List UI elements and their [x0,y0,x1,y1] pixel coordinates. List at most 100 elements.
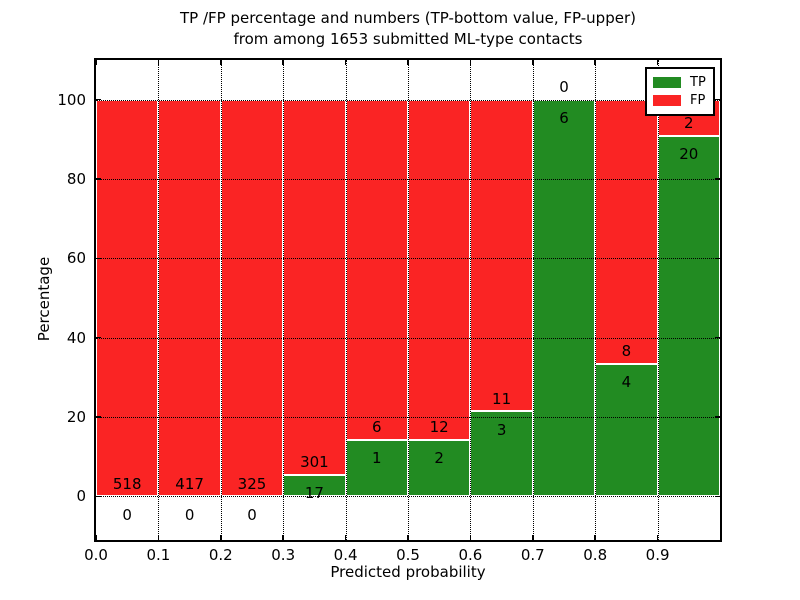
x-tick-top [469,60,472,65]
fp-bar-segment [408,99,471,440]
x-tick-top [95,60,97,65]
tp-legend-swatch-icon [653,76,681,88]
chart-title-line1: TP /FP percentage and numbers (TP-bottom… [180,9,636,27]
x-tick-label: 0.4 [333,546,358,564]
fp-count-label: 0 [559,77,569,96]
y-tick-label: 60 [66,249,86,268]
y-tick-label: 40 [66,328,86,347]
x-gridline [595,60,597,540]
x-tick-bottom [95,535,97,540]
chart-title: TP /FP percentage and numbers (TP-bottom… [96,8,720,50]
y-tick-left [96,98,101,101]
y-axis-label: Percentage [35,256,53,342]
x-tick-top [220,60,222,65]
chart-title-line2: from among 1653 submitted ML-type contac… [233,30,583,48]
tp-count-label: 0 [247,505,257,524]
tp-bar-segment [657,135,720,497]
tp-bar-segment [470,411,533,497]
fp-bar-segment [595,99,658,365]
legend-item-label: FP [690,92,706,108]
legend-item: TP [653,73,707,91]
tp-count-label: 17 [304,484,324,503]
tp-bar-segment [532,99,596,497]
x-tick-label: 0.8 [583,546,608,564]
x-tick-top [157,60,160,65]
y-tick-right [715,257,720,260]
x-tick-bottom [407,535,409,540]
tp-count-label: 0 [184,505,195,524]
x-tick-label: 0.5 [396,546,420,564]
x-gridline [657,60,659,540]
fp-bar-segment [158,99,221,497]
fp-count-label: 12 [429,417,449,436]
fp-count-label: 417 [175,474,204,493]
fp-count-label: 2 [684,114,694,133]
y-tick-label: 100 [57,90,86,109]
x-tick-bottom [344,535,347,540]
x-gridline [408,60,409,540]
tp-count-label: 20 [679,144,699,163]
x-tick-bottom [469,535,472,540]
fp-count-label: 6 [372,417,382,436]
tp-count-label: 6 [559,108,569,127]
x-gridline [470,60,472,540]
y-tick-left [96,257,101,260]
y-tick-label: 20 [66,408,86,427]
x-tick-bottom [532,535,534,540]
x-gridline [283,60,285,540]
x-tick-bottom [594,535,596,540]
x-tick-top [532,60,534,65]
y-tick-right [715,495,720,498]
x-tick-bottom [157,535,160,540]
x-tick-label: 0.0 [84,546,108,564]
x-axis-label: Predicted probability [330,563,486,581]
y-tick-label: 0 [76,487,86,506]
y-tick-left [96,178,101,180]
x-tick-label: 0.2 [208,546,233,564]
y-tick-right [715,336,720,339]
fp-count-label: 518 [112,474,142,493]
x-tick-bottom [656,535,659,540]
fp-bar-segment [470,99,533,412]
fp-legend-swatch-icon [653,94,681,106]
x-tick-bottom [220,535,222,540]
x-tick-top [407,60,409,65]
x-tick-top [594,60,596,65]
fp-bar-segment [345,99,408,440]
fp-bar-segment [220,99,284,497]
y-tick-right [715,98,720,101]
tp-count-label: 3 [496,420,507,439]
x-tick-top [282,60,284,65]
legend-item: FP [653,91,707,109]
fp-count-label: 8 [621,342,632,361]
tp-bar-segment [408,439,471,497]
fp-count-label: 325 [237,474,267,493]
tp-count-label: 1 [372,448,382,467]
tp-bar-segment [595,364,658,497]
legend: TP FP [645,67,715,116]
x-tick-label: 0.3 [271,546,296,564]
y-tick-left [96,336,101,339]
fp-count-label: 301 [300,453,329,472]
x-gridline [220,60,222,540]
x-tick-top [656,60,659,65]
tp-count-label: 2 [434,448,444,467]
x-gridline [532,60,534,540]
x-tick-label: 0.6 [458,546,483,564]
x-tick-label: 0.1 [146,546,171,564]
x-tick-bottom [282,535,284,540]
y-tick-left [96,416,101,418]
y-tick-label: 80 [66,170,86,188]
fp-bar-segment [96,99,159,497]
plot-area: 518 0 417 0 325 0 301 17 6 1 12 2 11 3 0 6 8 4 2 20 0 20 40 60 8… [57,58,722,564]
legend-item-label: TP [690,74,706,90]
x-tick-label: 0.7 [520,546,545,564]
tp-count-label: 4 [621,373,632,392]
x-gridline [345,60,347,540]
fp-bar-segment [283,99,346,476]
y-tick-left [96,495,101,498]
tp-bar-segment [345,439,408,497]
fp-count-label: 11 [492,389,512,408]
x-tick-label: 0.9 [645,546,670,564]
